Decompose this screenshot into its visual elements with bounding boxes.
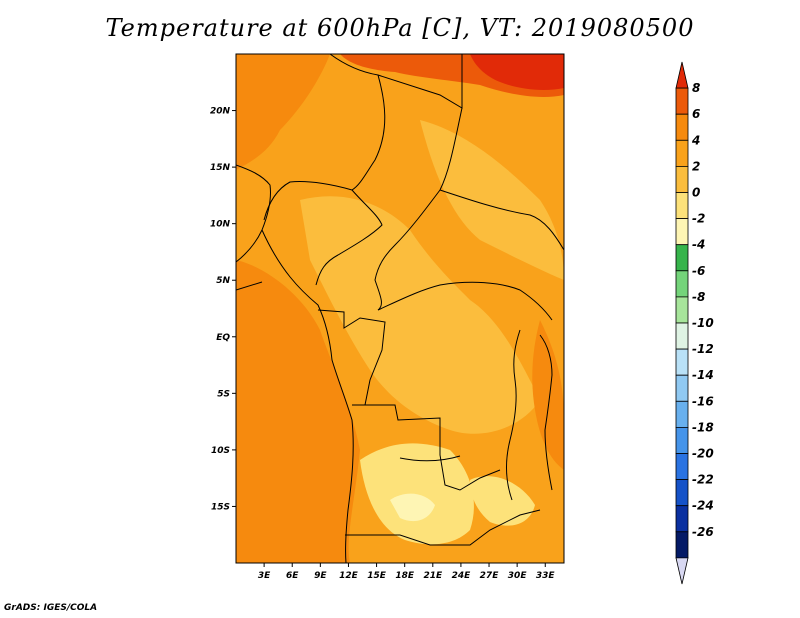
northeast-border bbox=[439, 189, 564, 251]
colorbar-label: 2 bbox=[692, 159, 700, 173]
lat-tick-label: 15N bbox=[210, 163, 231, 173]
lon-tick-label: 15E bbox=[367, 571, 387, 581]
colorbar-bottom-arrow bbox=[675, 557, 689, 585]
longitude-axis: 3E 6E 9E 12E 15E 18E 21E 24E 27E 30E 33E bbox=[258, 563, 556, 581]
colorbar-label: -26 bbox=[692, 525, 714, 539]
lon-tick-label: 30E bbox=[508, 571, 528, 581]
lat-tick-label: 5S bbox=[217, 389, 230, 399]
northwest-warm-region bbox=[236, 54, 330, 170]
colorbar-label: -20 bbox=[692, 447, 714, 461]
northeast-cool-region bbox=[420, 120, 564, 280]
ocean-warm-region bbox=[236, 260, 360, 563]
north-hot-region bbox=[470, 54, 564, 90]
colorbar-label: -2 bbox=[692, 212, 705, 226]
colorbar: 8 6 4 2 0 -2 -4 -6 -8 -10 -12 -14 -16 -18 -20 -22 -24 -26 bbox=[675, 61, 714, 585]
colorbar-label: -18 bbox=[692, 420, 714, 434]
colorbar-label: 8 bbox=[692, 81, 700, 95]
colorbar-segment bbox=[675, 505, 689, 533]
southeast-cooler-region bbox=[470, 476, 535, 526]
colorbar-label: -6 bbox=[692, 264, 705, 278]
colorbar-segment bbox=[675, 479, 689, 507]
colorbar-segment bbox=[675, 165, 689, 193]
colorbar-segment bbox=[675, 296, 689, 324]
colorbar-segment bbox=[675, 270, 689, 298]
congo-north-border bbox=[377, 281, 553, 321]
central-border-1 bbox=[374, 107, 463, 311]
central-border-2 bbox=[315, 189, 383, 286]
colorbar-label: -22 bbox=[692, 473, 714, 487]
lon-tick-label: 9E bbox=[314, 571, 327, 581]
lat-tick-label: 10S bbox=[211, 446, 230, 456]
south-cooler-region bbox=[360, 443, 474, 545]
lat-tick-label: 20N bbox=[210, 107, 231, 117]
colorbar-segment bbox=[675, 113, 689, 141]
colorbar-label: -16 bbox=[692, 394, 714, 408]
lon-tick-label: 24E bbox=[452, 571, 472, 581]
lon-tick-label: 6E bbox=[286, 571, 299, 581]
gulf-coastline bbox=[261, 229, 354, 563]
lon-tick-label: 12E bbox=[339, 571, 359, 581]
colorbar-segment bbox=[675, 322, 689, 350]
latitude-axis: 20N 15N 10N 5N EQ 5S 10S 15S bbox=[210, 107, 236, 512]
lon-tick-label: 18E bbox=[395, 571, 415, 581]
southern-border-3 bbox=[345, 509, 541, 546]
lon-tick-label: 3E bbox=[258, 571, 271, 581]
grads-credit: GrADS: IGES/COLA bbox=[4, 603, 98, 613]
map-frame bbox=[235, 53, 565, 564]
east-warm-strip bbox=[532, 320, 564, 470]
colorbar-segment bbox=[675, 426, 689, 454]
colorbar-segment bbox=[675, 453, 689, 481]
west-coastline bbox=[236, 164, 271, 263]
colorbar-segment bbox=[675, 374, 689, 402]
colorbar-segment bbox=[675, 531, 689, 559]
colorbar-label: -12 bbox=[692, 342, 714, 356]
gulf-border bbox=[236, 281, 263, 291]
colorbar-label: -10 bbox=[692, 316, 714, 330]
north-border-1 bbox=[329, 54, 463, 109]
colorbar-segment bbox=[675, 139, 689, 167]
southern-border-1 bbox=[352, 404, 501, 491]
colorbar-segment bbox=[675, 244, 689, 272]
chart-title: Temperature at 600hPa [C], VT: 201908050… bbox=[105, 14, 695, 42]
colorbar-label: 0 bbox=[692, 186, 700, 200]
lat-tick-label: 15S bbox=[211, 502, 230, 512]
colorbar-segment bbox=[675, 218, 689, 246]
lat-tick-label: 5N bbox=[216, 276, 230, 286]
colorbar-label: -14 bbox=[692, 368, 714, 382]
rift-lakes-border bbox=[506, 329, 521, 501]
east-border bbox=[539, 334, 553, 491]
lon-tick-label: 33E bbox=[536, 571, 556, 581]
southern-border-2 bbox=[399, 455, 461, 462]
colorbar-segment bbox=[675, 348, 689, 376]
colorbar-segment bbox=[675, 87, 689, 115]
colorbar-label: 4 bbox=[691, 133, 700, 147]
colorbar-label: -24 bbox=[692, 499, 714, 513]
map-field bbox=[236, 54, 564, 563]
colorbar-top-arrow bbox=[675, 61, 689, 89]
lat-tick-label: 10N bbox=[210, 220, 231, 230]
lon-tick-label: 27E bbox=[480, 571, 500, 581]
lat-tick-label: EQ bbox=[216, 333, 230, 343]
colorbar-label: 6 bbox=[692, 107, 700, 121]
colorbar-segment bbox=[675, 400, 689, 428]
lon-tick-label: 21E bbox=[423, 571, 443, 581]
political-borders bbox=[236, 54, 564, 563]
colorbar-label: -8 bbox=[692, 290, 705, 304]
congo-west-border bbox=[317, 309, 386, 406]
colorbar-label: -4 bbox=[692, 238, 705, 252]
central-cool-region bbox=[300, 196, 540, 434]
south-coolest-patch bbox=[390, 493, 435, 522]
colorbar-segment bbox=[675, 192, 689, 220]
